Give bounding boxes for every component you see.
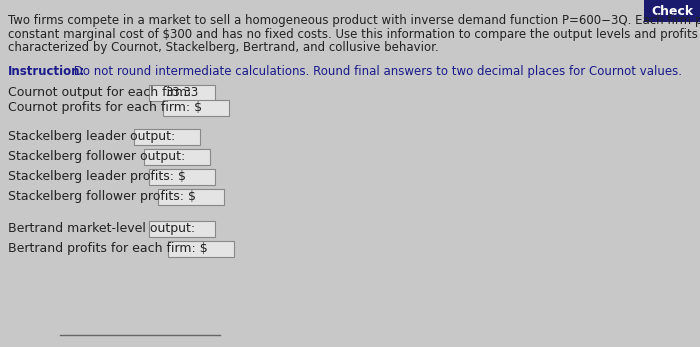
Text: Stackelberg leader output:: Stackelberg leader output:: [8, 130, 175, 143]
FancyBboxPatch shape: [644, 0, 700, 22]
Text: Bertrand market-level output:: Bertrand market-level output:: [8, 222, 195, 235]
Text: Bertrand profits for each firm: $: Bertrand profits for each firm: $: [8, 242, 208, 255]
Text: Stackelberg leader profits: $: Stackelberg leader profits: $: [8, 170, 186, 183]
FancyBboxPatch shape: [158, 188, 224, 204]
FancyBboxPatch shape: [144, 149, 210, 164]
FancyBboxPatch shape: [148, 169, 215, 185]
FancyBboxPatch shape: [134, 128, 200, 144]
Text: characterized by Cournot, Stackelberg, Bertrand, and collusive behavior.: characterized by Cournot, Stackelberg, B…: [8, 41, 439, 54]
Text: Do not round intermediate calculations. Round final answers to two decimal place: Do not round intermediate calculations. …: [71, 65, 682, 77]
Text: Check: Check: [651, 5, 693, 17]
FancyBboxPatch shape: [168, 240, 234, 256]
Text: Two firms compete in a market to sell a homogeneous product with inverse demand : Two firms compete in a market to sell a …: [8, 14, 700, 27]
Text: Instruction:: Instruction:: [8, 65, 85, 77]
FancyBboxPatch shape: [148, 220, 215, 237]
Text: Cournot output for each firm:: Cournot output for each firm:: [8, 86, 191, 99]
Text: 33.33: 33.33: [165, 86, 198, 99]
FancyBboxPatch shape: [148, 85, 215, 101]
FancyBboxPatch shape: [163, 100, 229, 116]
Text: Stackelberg follower profits: $: Stackelberg follower profits: $: [8, 190, 196, 203]
Text: Stackelberg follower output:: Stackelberg follower output:: [8, 150, 186, 163]
Text: Cournot profits for each firm: $: Cournot profits for each firm: $: [8, 101, 202, 114]
Text: constant marginal cost of $300 and has no fixed costs. Use this information to c: constant marginal cost of $300 and has n…: [8, 27, 700, 41]
